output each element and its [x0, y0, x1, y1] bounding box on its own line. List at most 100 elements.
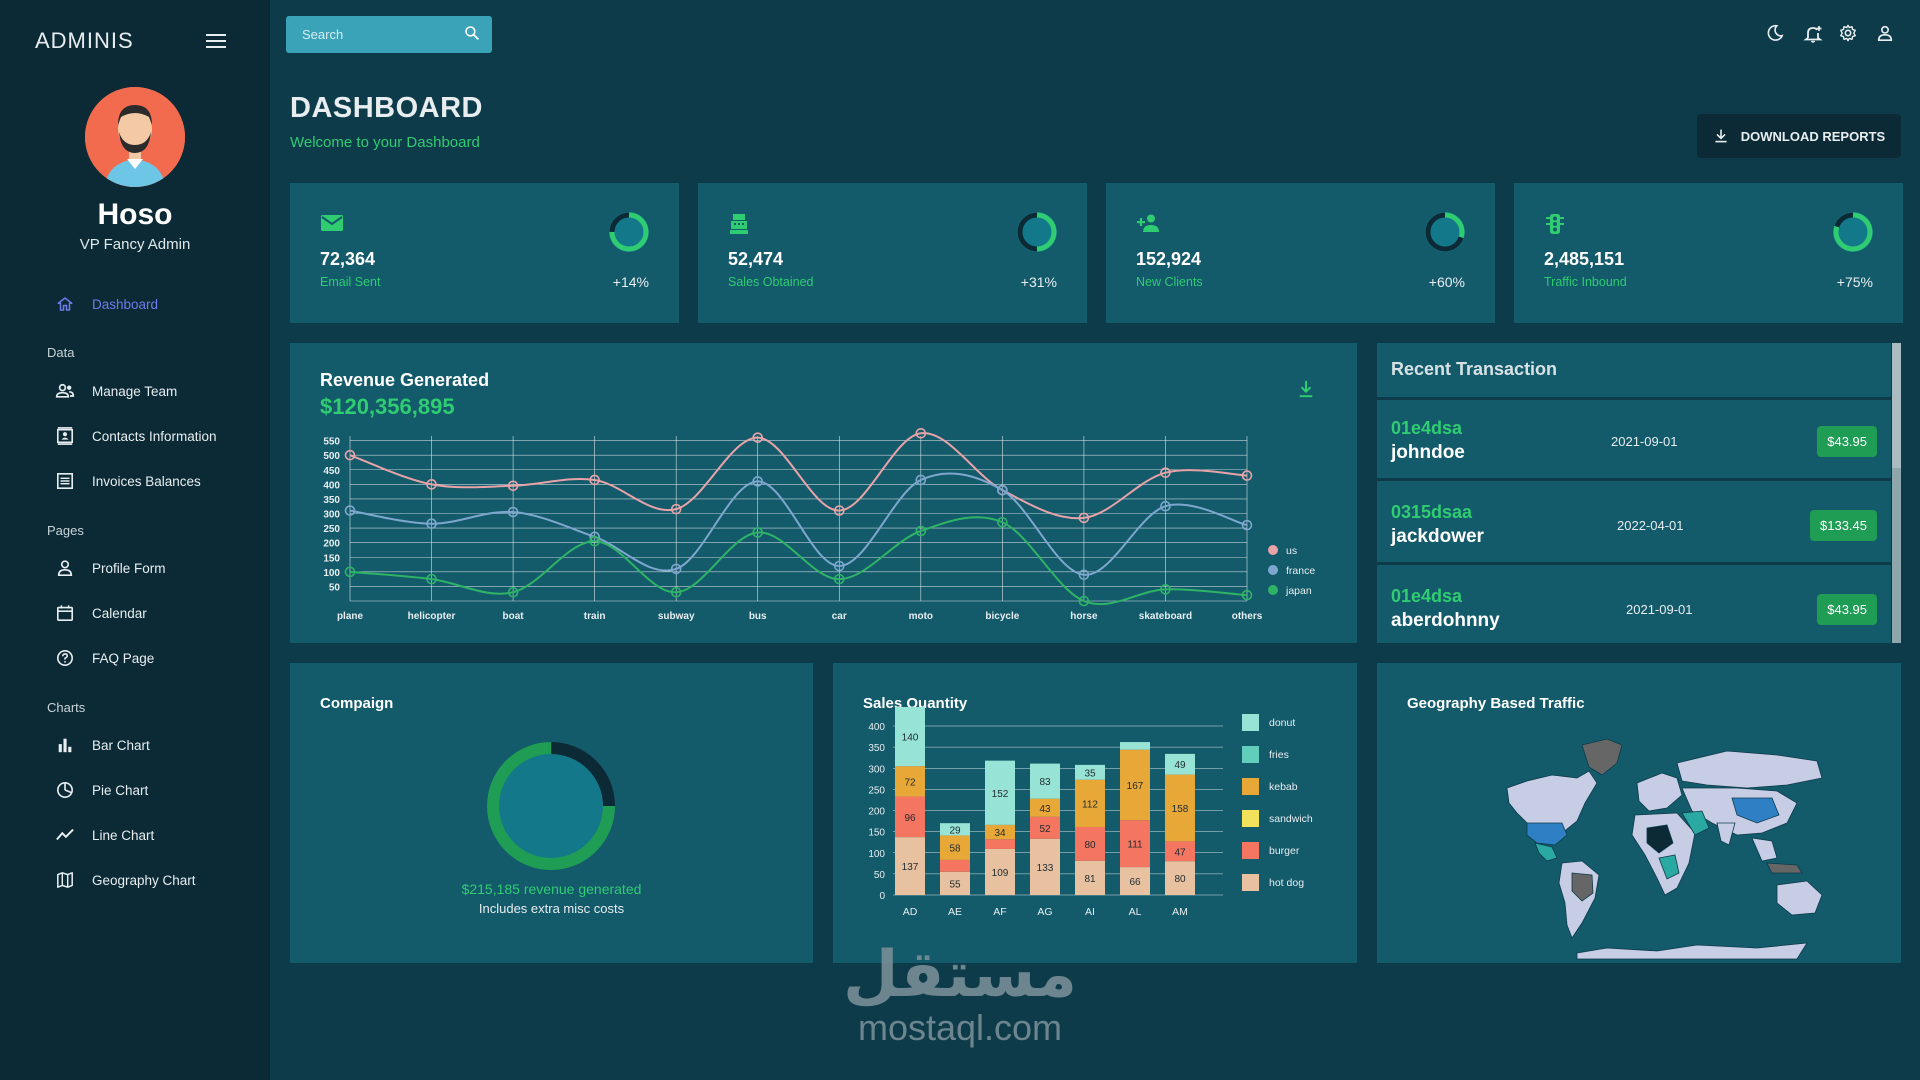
y-tick-label: 250 — [323, 524, 340, 535]
campaign-title: Compaign — [320, 695, 394, 712]
map-indonesia — [1766, 862, 1803, 874]
data-point-japan — [1160, 584, 1171, 595]
bar-value-label: 81 — [1084, 874, 1096, 885]
sidebar-item-bar-chart[interactable]: Bar Chart — [55, 732, 150, 758]
brand-logo: ADMINIS — [35, 28, 134, 53]
sidebar-item-profile-form[interactable]: Profile Form — [55, 555, 166, 581]
stat-card-traffic: 2,485,151 Traffic Inbound +75% — [1514, 183, 1903, 323]
map-middle-east — [1681, 810, 1710, 836]
map-russia — [1676, 750, 1823, 789]
sidebar-item-geography-chart[interactable]: Geography Chart — [55, 867, 196, 893]
bar-segment-hot-dog — [1165, 861, 1195, 895]
transaction-user: aberdohnny — [1391, 610, 1500, 631]
sidebar-item-line-chart[interactable]: Line Chart — [55, 822, 154, 848]
person-outline-icon[interactable] — [1876, 24, 1896, 44]
x-tick-label: car — [832, 611, 847, 622]
legend-swatch-hot-dog — [1242, 874, 1259, 891]
sidebar-item-contacts[interactable]: Contacts Information — [55, 423, 217, 449]
sales-bar-chart: 0 50 100 150 200 250 300 350 400 137 96 72 140 AD 55 58… — [868, 706, 1313, 918]
search-bar — [286, 16, 492, 53]
legend-label: burger — [1269, 845, 1300, 857]
data-point-japan — [426, 573, 437, 585]
stat-progress-ring — [609, 212, 649, 252]
bar-segment-donut — [1165, 753, 1195, 775]
download-icon — [1715, 129, 1727, 143]
x-tick-label: AE — [948, 906, 962, 918]
legend-swatch-france — [1268, 565, 1278, 575]
data-point-us — [670, 503, 682, 515]
sidebar-item-calendar[interactable]: Calendar — [55, 600, 147, 626]
settings-gear-icon[interactable] — [1839, 24, 1859, 44]
notifications-icon[interactable] — [1803, 24, 1823, 44]
search-input[interactable] — [302, 27, 462, 42]
transaction-id: 01e4dsa — [1391, 586, 1463, 606]
map-north-america — [1506, 770, 1598, 839]
bar-segment-burger — [1165, 841, 1195, 862]
download-icon[interactable] — [1297, 379, 1315, 404]
sidebar-item-label: Invoices Balances — [92, 473, 201, 489]
bar-value-label: 158 — [1172, 804, 1189, 815]
data-point-us — [1160, 467, 1171, 478]
x-tick-label: boat — [503, 611, 525, 622]
x-tick-label: subway — [658, 611, 695, 622]
data-point-france — [1241, 519, 1253, 531]
sidebar-item-pie-chart[interactable]: Pie Chart — [55, 777, 148, 803]
bar-value-label: 111 — [1127, 840, 1143, 851]
y-tick-label: 350 — [323, 495, 340, 506]
x-tick-label: plane — [337, 611, 364, 622]
data-point-japan — [833, 573, 845, 585]
bar-value-label: 52 — [1039, 824, 1051, 835]
bar-segment-kebab — [985, 824, 1015, 840]
sidebar-item-dashboard[interactable]: Dashboard — [55, 291, 158, 317]
stat-label: Sales Obtained — [728, 275, 814, 289]
x-tick-label: AL — [1129, 906, 1142, 918]
transaction-row: 01e4dsa aberdohnny 2021-09-01 $43.95 — [1377, 568, 1891, 643]
x-tick-label: bicycle — [985, 611, 1019, 622]
stat-label: New Clients — [1136, 275, 1203, 289]
menu-toggle-icon[interactable] — [206, 34, 226, 50]
legend-swatch-donut — [1242, 714, 1259, 731]
y-tick-label: 150 — [868, 828, 885, 839]
y-tick-label: 450 — [323, 466, 340, 477]
data-point-france — [670, 563, 682, 575]
bar-value-label: 66 — [1129, 877, 1141, 888]
data-point-japan — [997, 516, 1008, 528]
people-icon — [55, 381, 75, 401]
search-icon[interactable] — [464, 25, 480, 46]
transaction-date: 2021-09-01 — [1626, 602, 1693, 617]
y-tick-label: 50 — [874, 870, 886, 881]
data-point-us — [1078, 512, 1090, 524]
download-reports-button[interactable]: DOWNLOAD REPORTS — [1697, 114, 1901, 158]
stat-value: 2,485,151 — [1544, 249, 1625, 269]
data-point-japan — [1241, 589, 1253, 601]
bar-segment-hot-dog — [985, 848, 1015, 895]
stat-progress-ring — [1425, 212, 1465, 252]
sidebar-item-invoices[interactable]: Invoices Balances — [55, 468, 201, 494]
bar-value-label: 83 — [1039, 777, 1051, 788]
data-point-japan — [507, 586, 519, 598]
dark-mode-icon[interactable] — [1766, 24, 1786, 44]
transactions-scrollbar[interactable] — [1892, 343, 1901, 643]
stat-progress-ring — [1017, 212, 1057, 252]
y-tick-label: 500 — [323, 451, 340, 462]
geography-title: Geography Based Traffic — [1407, 695, 1585, 712]
bar-value-label: 34 — [994, 828, 1006, 839]
x-tick-label: bus — [749, 611, 767, 622]
home-icon — [55, 294, 75, 314]
transactions-title: Recent Transaction — [1377, 343, 1891, 400]
sidebar-item-faq[interactable]: FAQ Page — [55, 645, 154, 671]
contacts-icon — [55, 426, 75, 446]
sales-quantity-card: Sales Quantity 0 50 100 150 200 250 300 350 400 1… — [833, 663, 1357, 963]
sidebar-item-label: Pie Chart — [92, 782, 149, 798]
x-tick-label: AD — [903, 906, 918, 918]
y-tick-label: 350 — [868, 743, 885, 754]
bar-chart-icon — [55, 735, 75, 755]
bar-value-label: 47 — [1174, 847, 1186, 858]
scrollbar-thumb[interactable] — [1892, 343, 1901, 468]
sidebar-item-manage-team[interactable]: Manage Team — [55, 378, 177, 404]
data-point-france — [752, 476, 764, 487]
sidebar: ADMINIS Hoso VP Fancy Admin Dashboard Da… — [0, 0, 270, 1080]
stat-change: +31% — [1020, 274, 1057, 290]
bar-segment-kebab — [1075, 779, 1105, 827]
campaign-revenue-text: $215,185 revenue generated — [461, 881, 642, 897]
